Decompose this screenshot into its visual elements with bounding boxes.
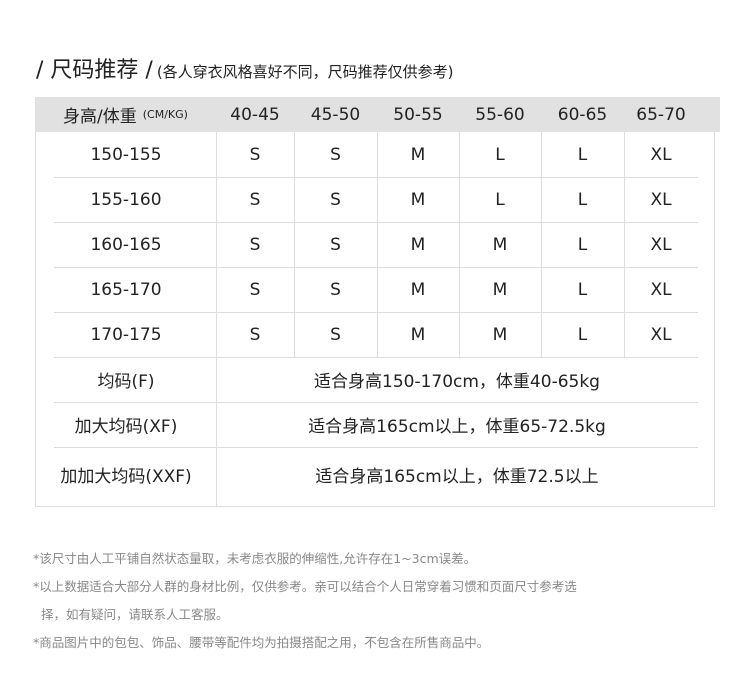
row-divider	[54, 447, 698, 448]
row-height: 160-165	[90, 234, 162, 255]
title-main: / 尺码推荐 /	[36, 58, 153, 83]
size-cell: L	[577, 234, 588, 255]
size-cell: S	[330, 144, 341, 165]
table-header: 身高/体重 (CM/KG) 40-45 45-50 50-55 55-60 60-65 65…	[35, 97, 720, 132]
row-height: 155-160	[90, 189, 162, 210]
row-divider	[54, 312, 698, 313]
free-size-desc: 适合身高150-170cm，体重40-65kg	[314, 372, 600, 392]
size-cell: XL	[650, 234, 672, 255]
size-table: 身高/体重 (CM/KG) 40-45 45-50 50-55 55-60 60-65 65…	[35, 97, 720, 507]
title-subtitle: (各人穿衣风格喜好不同，尺码推荐仅供参考)	[156, 63, 454, 81]
size-cell: XL	[650, 189, 672, 210]
size-cell: M	[410, 234, 426, 255]
size-cell: S	[249, 234, 261, 255]
header-weight: 65-70	[636, 104, 686, 125]
header-label: 身高/体重 (CM/KG)	[35, 97, 216, 132]
size-cell: S	[249, 189, 261, 210]
free-size-desc: 适合身高165cm以上，体重72.5以上	[315, 467, 599, 487]
column-divider	[294, 132, 295, 357]
free-size-name: 加加大均码(XXF)	[60, 467, 192, 487]
row-divider	[54, 267, 698, 268]
column-divider	[624, 132, 625, 357]
size-cell: S	[330, 324, 341, 345]
size-cell: S	[330, 189, 341, 210]
row-divider	[54, 222, 698, 223]
free-size-name: 均码(F)	[97, 372, 155, 392]
row-height: 170-175	[90, 324, 162, 345]
note: 择，如有疑问，请联系人工客服。	[41, 607, 229, 622]
row-divider	[54, 177, 698, 178]
header-unit: (CM/KG)	[142, 108, 188, 121]
size-cell: XL	[650, 279, 672, 300]
size-cell: L	[495, 144, 505, 165]
free-size-name: 加大均码(XF)	[74, 417, 178, 437]
note: *以上数据适合大部分人群的身材比例，仅供参考。亲可以结合个人日常穿着习惯和页面尺…	[33, 579, 577, 594]
header-weight: 55-60	[475, 104, 525, 125]
header-weight: 60-65	[557, 104, 608, 125]
section-title: / 尺码推荐 / (各人穿衣风格喜好不同，尺码推荐仅供参考)	[36, 52, 454, 84]
size-cell: M	[410, 144, 426, 165]
size-cell: L	[577, 279, 588, 300]
free-size-desc: 适合身高165cm以上，体重65-72.5kg	[308, 417, 606, 437]
size-cell: S	[330, 279, 341, 300]
size-cell: S	[249, 324, 261, 345]
row-divider	[54, 402, 698, 403]
size-cell: XL	[650, 144, 672, 165]
size-cell: M	[410, 189, 426, 210]
size-cell: M	[492, 324, 508, 345]
column-divider	[377, 132, 378, 357]
size-cell: M	[410, 279, 426, 300]
row-height: 150-155	[90, 144, 162, 165]
size-cell: M	[410, 324, 426, 345]
column-divider	[216, 132, 217, 507]
size-cell: S	[249, 279, 261, 300]
note: *该尺寸由人工平铺自然状态量取，未考虑衣服的伸缩性,允许存在1~3cm误差。	[33, 551, 477, 566]
header-label-text: 身高/体重	[63, 107, 137, 127]
column-divider	[459, 132, 460, 357]
size-cell: L	[577, 144, 588, 165]
header-weight: 45-50	[310, 104, 361, 125]
size-cell: XL	[650, 324, 672, 345]
size-cell: L	[577, 324, 588, 345]
notes: *该尺寸由人工平铺自然状态量取，未考虑衣服的伸缩性,允许存在1~3cm误差。 *…	[33, 545, 577, 657]
header-weight: 40-45	[230, 104, 280, 125]
note: *商品图片中的包包、饰品、腰带等配件均为拍摄搭配之用，不包含在所售商品中。	[33, 635, 490, 650]
header-weight: 50-55	[393, 104, 443, 125]
row-divider	[54, 357, 698, 358]
size-cell: L	[495, 189, 505, 210]
size-cell: S	[330, 234, 341, 255]
row-height: 165-170	[90, 279, 162, 300]
size-cell: M	[492, 279, 508, 300]
size-cell: M	[492, 234, 508, 255]
column-divider	[541, 132, 542, 357]
size-cell: S	[249, 144, 261, 165]
size-cell: L	[577, 189, 588, 210]
